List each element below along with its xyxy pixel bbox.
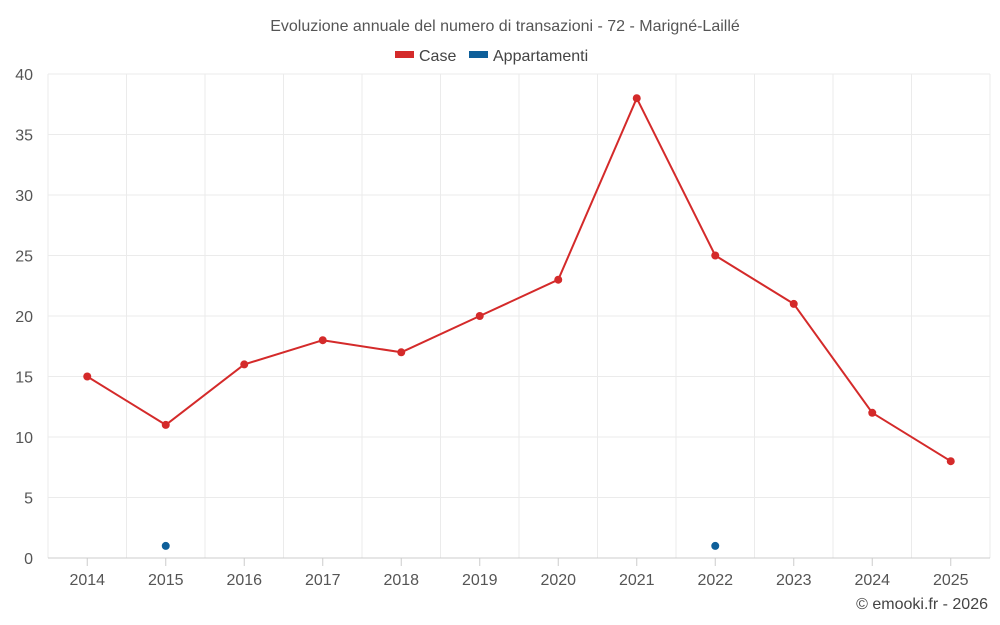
y-tick-label: 0 (24, 551, 33, 568)
x-tick-label: 2020 (540, 572, 576, 589)
x-tick-label: 2023 (776, 572, 812, 589)
y-tick-label: 20 (15, 309, 33, 326)
x-tick-label: 2015 (148, 572, 184, 589)
x-tick-label: 2014 (69, 572, 105, 589)
data-point-case[interactable] (161, 420, 170, 429)
x-tick-label: 2019 (462, 572, 498, 589)
series-appartamenti (161, 541, 720, 550)
legend-label-case: Case (419, 48, 456, 65)
y-tick-label: 35 (15, 128, 33, 145)
x-tick-label: 2022 (697, 572, 733, 589)
legend: Case Appartamenti (395, 48, 588, 65)
data-point-case[interactable] (475, 312, 484, 320)
legend-label-appartamenti: Appartamenti (493, 48, 588, 65)
x-tick-label: 2025 (933, 572, 969, 589)
data-point-case[interactable] (397, 348, 406, 357)
y-tick-label: 40 (15, 67, 33, 84)
y-tick-label: 30 (15, 188, 33, 205)
data-point-case[interactable] (789, 299, 798, 308)
data-point-case[interactable] (554, 275, 563, 284)
legend-item-appartamenti[interactable]: Appartamenti (469, 48, 588, 65)
x-tick-label: 2016 (226, 572, 262, 589)
data-point-case[interactable] (632, 94, 641, 103)
y-axis-ticks: 0 5 10 15 20 25 30 35 40 (15, 67, 33, 568)
legend-swatch-appartamenti (469, 51, 488, 58)
gridlines (47, 73, 991, 559)
data-point-appartamenti[interactable] (711, 541, 720, 550)
series-case (83, 94, 955, 466)
x-tick-label: 2024 (854, 572, 890, 589)
y-tick-label: 5 (24, 491, 33, 508)
data-point-case[interactable] (83, 372, 92, 381)
x-tick-label: 2018 (383, 572, 419, 589)
data-point-case[interactable] (868, 408, 877, 417)
data-point-case[interactable] (711, 251, 720, 260)
chart-title: Evoluzione annuale del numero di transaz… (270, 18, 740, 35)
series-layer (83, 94, 955, 550)
chart-credit: © emooki.fr - 2026 (856, 596, 988, 613)
x-axis-ticks: 2014 2015 2016 2017 2018 2019 2020 2021 2022 2023… (69, 558, 969, 589)
y-tick-label: 10 (15, 430, 33, 447)
data-point-case[interactable] (240, 360, 249, 369)
x-tick-label: 2021 (619, 572, 655, 589)
legend-swatch-case (395, 51, 414, 58)
data-point-case[interactable] (318, 336, 327, 345)
data-point-appartamenti[interactable] (161, 541, 170, 550)
y-tick-label: 15 (15, 370, 33, 387)
y-tick-label: 25 (15, 249, 33, 266)
legend-item-case[interactable]: Case (395, 48, 456, 65)
data-point-case[interactable] (946, 457, 955, 466)
series-line-case (86, 97, 952, 463)
x-tick-label: 2017 (305, 572, 341, 589)
